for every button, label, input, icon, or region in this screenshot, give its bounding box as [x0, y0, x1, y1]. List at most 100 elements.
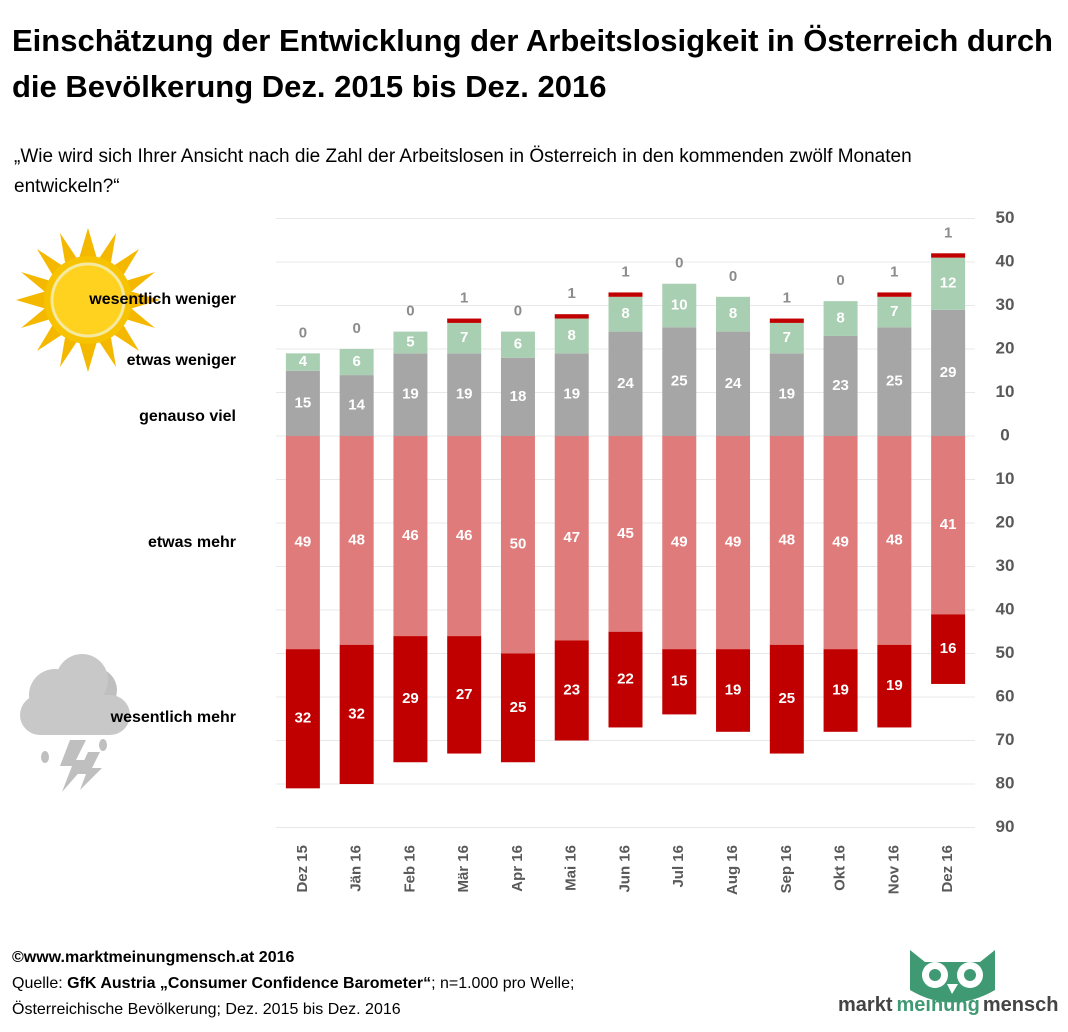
bar-segment: [931, 309, 966, 436]
logo-part: markt: [838, 994, 893, 1016]
x-tick-label: Nov 16: [885, 845, 902, 894]
bar-segment: [554, 314, 589, 319]
source-suffix: ; n=1.000 pro Welle;: [431, 975, 575, 992]
bar-segment: [877, 644, 912, 728]
data-label: 1: [460, 290, 468, 307]
data-label: 29: [940, 364, 957, 381]
data-label: 23: [832, 377, 849, 394]
data-label: 19: [832, 681, 849, 698]
data-label: 15: [671, 673, 688, 690]
x-tick-label: Okt 16: [832, 845, 849, 891]
data-label: 15: [295, 394, 312, 411]
bar-segment: [769, 318, 804, 323]
bar-segment: [716, 649, 751, 732]
data-label: 22: [617, 671, 634, 688]
bar-segment: [769, 322, 804, 354]
data-label: 50: [510, 536, 527, 553]
data-label: 25: [671, 373, 688, 390]
x-tick-label: Mai 16: [563, 845, 580, 891]
bar-segment: [877, 436, 912, 645]
y-tick-label: 20: [996, 338, 1015, 357]
data-label: 46: [402, 527, 419, 544]
y-tick-label: 10: [996, 382, 1015, 401]
data-label: 1: [621, 263, 629, 280]
legend-label: etwas weniger: [127, 352, 236, 369]
bar-segment: [447, 322, 482, 354]
data-label: 7: [890, 303, 898, 320]
bar-segment: [339, 349, 374, 376]
bar-segment: [393, 436, 428, 637]
bar-segment: [285, 649, 320, 789]
bar-segment: [339, 436, 374, 645]
data-label: 8: [729, 305, 737, 322]
y-tick-label: 50: [996, 208, 1015, 227]
bar-segment: [662, 327, 697, 436]
bar-segment: [393, 331, 428, 354]
bar-segment: [823, 335, 858, 436]
copyright: ©www.marktmeinungmensch.at 2016: [12, 949, 295, 966]
source: Quelle: GfK Austria „Consumer Confidence…: [12, 971, 574, 997]
bar-segment: [662, 649, 697, 715]
data-label: 6: [352, 353, 360, 370]
source-name: GfK Austria „Consumer Confidence Baromet…: [67, 975, 432, 992]
y-tick-label: 0: [1000, 425, 1009, 444]
y-tick-label: 10: [996, 469, 1015, 488]
data-label: 0: [836, 272, 844, 289]
bar-segment: [554, 353, 589, 436]
chart-subtitle: „Wie wird sich Ihrer Ansicht nach die Za…: [14, 146, 912, 197]
data-label: 19: [886, 677, 903, 694]
data-label: 0: [729, 268, 737, 285]
data-label: 46: [456, 527, 473, 544]
data-label: 48: [348, 531, 365, 548]
data-label: 25: [778, 690, 795, 707]
data-label: 7: [783, 329, 791, 346]
legend-label: etwas mehr: [148, 534, 236, 551]
data-label: 7: [460, 329, 468, 346]
bar-segment: [931, 253, 966, 258]
bar-segment: [554, 436, 589, 641]
bar-segment: [823, 649, 858, 732]
data-label: 0: [406, 303, 414, 320]
bar-segment: [877, 327, 912, 436]
data-label: 5: [406, 333, 414, 350]
y-tick-label: 40: [996, 251, 1015, 270]
data-label: 16: [940, 640, 957, 657]
bar-segment: [608, 631, 643, 728]
bar-segment: [285, 436, 320, 650]
bar-segment: [285, 353, 320, 371]
data-label: 6: [514, 336, 522, 353]
data-label: 19: [456, 386, 473, 403]
data-label: 1: [890, 263, 898, 280]
data-label: 1: [783, 290, 791, 307]
legend-label: genauso viel: [139, 408, 236, 425]
bar-segment: [769, 353, 804, 436]
bar-segment: [339, 375, 374, 436]
data-label: 23: [563, 681, 580, 698]
chart-title: Einschätzung der Entwicklung der Arbeits…: [12, 23, 1053, 104]
logo-part: mensch: [983, 994, 1059, 1016]
y-tick-label: 80: [996, 773, 1015, 792]
data-label: 25: [886, 373, 903, 390]
bar-segment: [554, 640, 589, 741]
data-label: 24: [725, 375, 742, 392]
logo-owl: [910, 950, 995, 1003]
bar-segment: [877, 296, 912, 328]
x-tick-label: Jän 16: [348, 845, 365, 892]
x-tick-label: Jun 16: [616, 845, 633, 893]
x-tick-label: Sep 16: [778, 845, 795, 893]
x-tick-label: Dez 15: [294, 845, 311, 893]
x-tick-label: Jul 16: [670, 845, 687, 888]
data-label: 19: [778, 386, 795, 403]
bar-segment: [554, 318, 589, 354]
x-tick-label: Dez 16: [939, 845, 956, 893]
data-label: 19: [563, 386, 580, 403]
y-tick-label: 50: [996, 643, 1015, 662]
bar-segment: [500, 331, 535, 358]
bar-segment: [662, 436, 697, 650]
bar-segment: [447, 436, 482, 637]
data-label: 19: [402, 386, 419, 403]
bar-segment: [716, 296, 751, 332]
y-tick-label: 90: [996, 817, 1015, 836]
data-label: 0: [352, 320, 360, 337]
